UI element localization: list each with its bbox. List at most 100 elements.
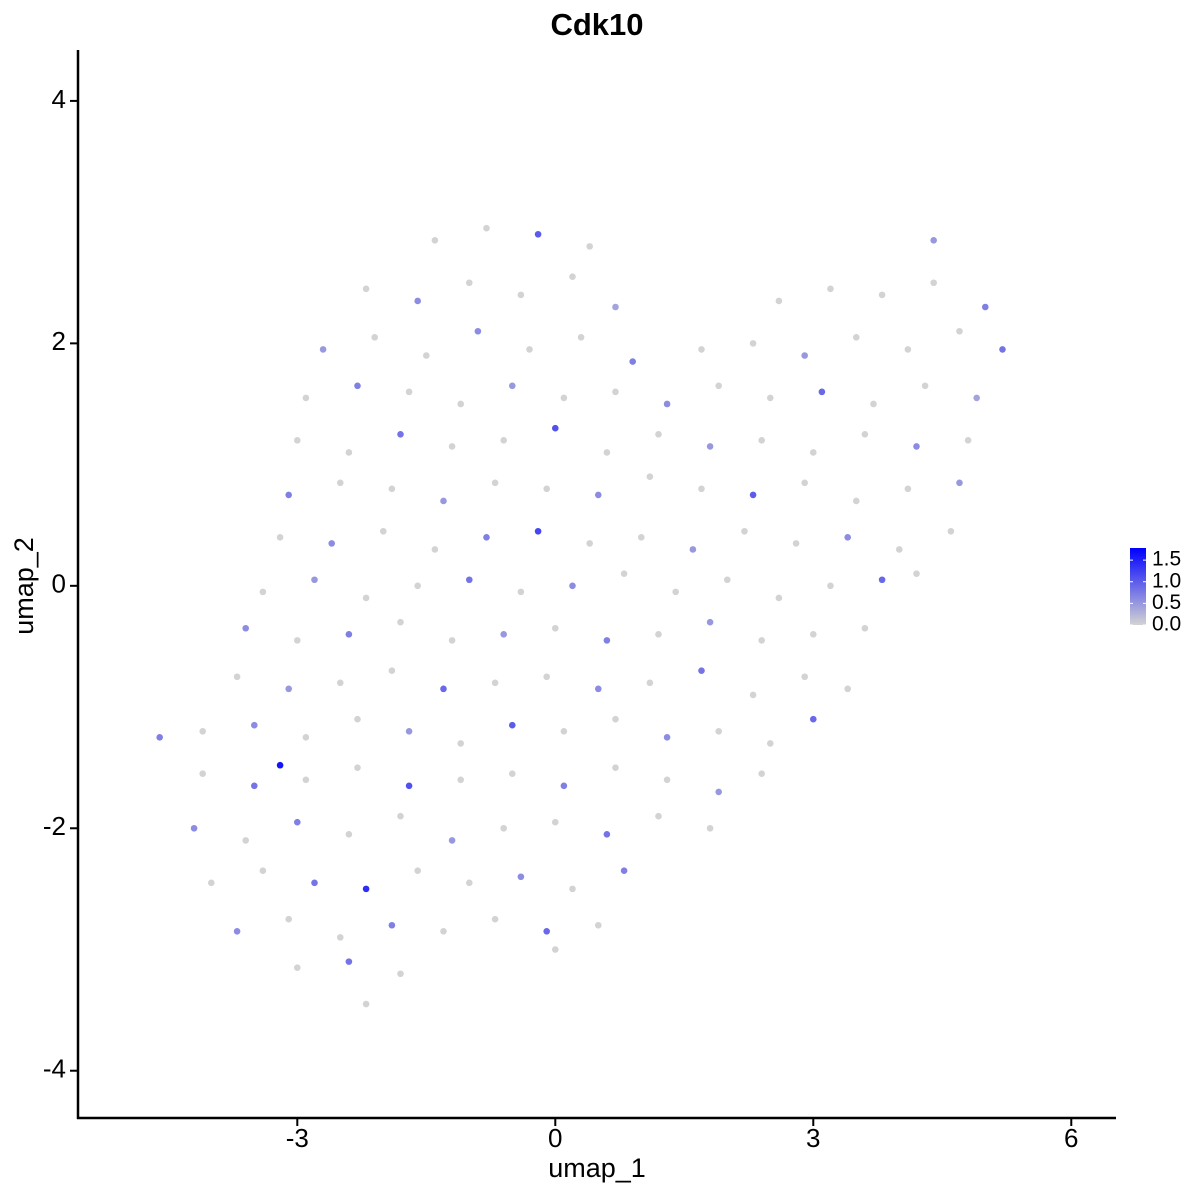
point bbox=[207, 879, 215, 887]
colorbar-label: 0.5 bbox=[1152, 591, 1181, 614]
point bbox=[362, 1000, 370, 1008]
point bbox=[612, 388, 619, 396]
point bbox=[199, 770, 206, 778]
point bbox=[500, 437, 507, 444]
x-axis-title: umap_1 bbox=[548, 1153, 646, 1183]
point bbox=[551, 424, 559, 432]
point bbox=[233, 928, 241, 935]
point bbox=[336, 679, 344, 687]
point bbox=[569, 885, 576, 893]
point bbox=[508, 382, 516, 390]
y-tick-label: -2 bbox=[43, 811, 66, 841]
point bbox=[354, 715, 361, 723]
y-tick-label: 2 bbox=[52, 326, 66, 356]
point bbox=[818, 388, 826, 396]
point bbox=[285, 915, 292, 923]
point bbox=[844, 685, 851, 693]
point bbox=[594, 921, 602, 929]
point bbox=[500, 824, 507, 832]
colorbar bbox=[1130, 548, 1146, 625]
point bbox=[259, 588, 267, 596]
point bbox=[336, 479, 344, 487]
point bbox=[483, 224, 490, 232]
point bbox=[603, 831, 611, 838]
point bbox=[586, 540, 593, 547]
point bbox=[706, 618, 714, 626]
point bbox=[233, 673, 241, 681]
point bbox=[999, 346, 1006, 353]
point bbox=[852, 497, 860, 505]
point bbox=[852, 334, 860, 341]
point bbox=[242, 624, 249, 632]
point bbox=[319, 346, 327, 353]
point bbox=[586, 243, 593, 250]
point bbox=[973, 394, 980, 402]
point bbox=[414, 297, 421, 305]
point bbox=[354, 764, 361, 771]
point bbox=[637, 534, 645, 541]
point bbox=[302, 394, 310, 402]
point bbox=[448, 443, 456, 450]
point bbox=[569, 582, 576, 590]
colorbar-label: 1.5 bbox=[1152, 548, 1181, 571]
point bbox=[250, 721, 258, 729]
point bbox=[362, 594, 370, 602]
point bbox=[723, 576, 731, 584]
point bbox=[551, 946, 559, 953]
point bbox=[371, 334, 378, 341]
point bbox=[913, 570, 920, 577]
point bbox=[293, 964, 301, 971]
point bbox=[594, 491, 602, 499]
point bbox=[560, 394, 568, 402]
point bbox=[483, 534, 490, 541]
point bbox=[706, 824, 714, 832]
point bbox=[388, 921, 396, 929]
y-tick-label: 4 bbox=[52, 84, 66, 114]
point bbox=[809, 715, 817, 723]
point bbox=[612, 764, 619, 771]
point bbox=[414, 582, 421, 590]
point bbox=[844, 534, 851, 541]
point bbox=[749, 691, 757, 699]
point bbox=[345, 449, 353, 456]
chart-title: Cdk10 bbox=[550, 7, 643, 42]
point bbox=[612, 303, 619, 311]
point bbox=[809, 449, 817, 456]
point bbox=[302, 734, 310, 741]
point bbox=[500, 631, 507, 638]
point bbox=[474, 327, 482, 335]
point bbox=[921, 382, 929, 390]
point bbox=[276, 534, 284, 541]
point bbox=[440, 685, 447, 693]
x-tick-label: -3 bbox=[286, 1123, 309, 1153]
point bbox=[543, 928, 550, 935]
point bbox=[715, 727, 722, 735]
point bbox=[517, 588, 525, 596]
point bbox=[758, 637, 765, 644]
point bbox=[861, 624, 869, 632]
point bbox=[388, 667, 396, 674]
point bbox=[620, 570, 628, 577]
point bbox=[947, 527, 955, 535]
point bbox=[775, 594, 783, 602]
point bbox=[792, 540, 800, 547]
point bbox=[904, 346, 912, 353]
point bbox=[749, 340, 757, 347]
point bbox=[293, 637, 301, 644]
point bbox=[801, 479, 808, 487]
point bbox=[397, 970, 404, 978]
point bbox=[809, 631, 817, 638]
point bbox=[698, 485, 705, 493]
point bbox=[405, 727, 413, 735]
point bbox=[440, 928, 447, 935]
point bbox=[827, 285, 834, 293]
point bbox=[663, 400, 671, 408]
point bbox=[508, 770, 516, 778]
x-tick-label: 6 bbox=[1064, 1123, 1078, 1153]
point bbox=[655, 812, 662, 820]
colorbar-label: 0.0 bbox=[1152, 613, 1181, 636]
point bbox=[569, 273, 576, 280]
point bbox=[311, 576, 318, 584]
point bbox=[655, 631, 662, 638]
